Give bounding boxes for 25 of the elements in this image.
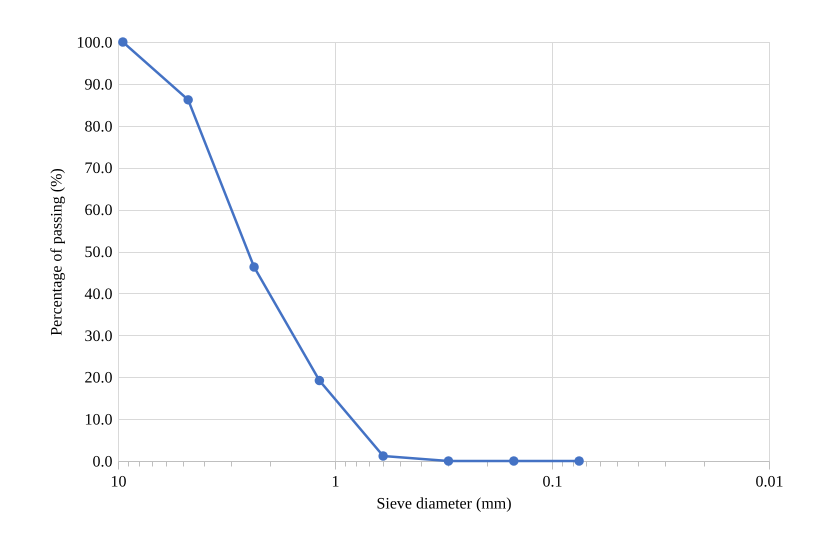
point — [118, 37, 128, 47]
y-tick-label: 0.0 — [92, 454, 112, 470]
point — [444, 456, 454, 466]
y-tick-label: 70.0 — [84, 160, 112, 178]
y-tick-label: 60.0 — [84, 202, 112, 220]
y-tick-label: 90.0 — [84, 76, 112, 94]
x-tick-label: 0.1 — [542, 474, 562, 490]
y-axis-title: Percentage of passing (%) — [48, 168, 66, 336]
y-tick-label: 100.0 — [76, 34, 112, 52]
y-tick-label: 10.0 — [84, 412, 112, 429]
point — [249, 262, 259, 272]
point — [574, 456, 584, 466]
point — [314, 376, 324, 386]
y-tick-label: 30.0 — [84, 328, 112, 345]
x-tick-label: 10 — [110, 474, 126, 490]
y-tick-label: 50.0 — [84, 244, 112, 261]
y-tick-label: 40.0 — [84, 286, 112, 303]
point — [509, 456, 519, 466]
x-tick-label: 0.01 — [756, 474, 784, 490]
point — [378, 451, 388, 461]
y-tick-label: 80.0 — [84, 118, 112, 136]
y-tick-label: 20.0 — [84, 370, 112, 387]
x-tick-label: 1 — [332, 474, 340, 490]
point — [183, 95, 193, 105]
x-axis-title: Sieve diameter (mm) — [376, 496, 512, 512]
